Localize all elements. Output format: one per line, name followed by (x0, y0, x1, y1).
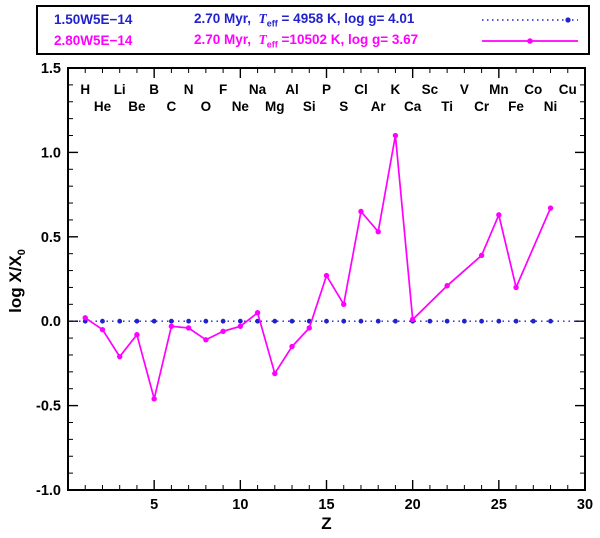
axis-ticks (68, 67, 586, 491)
legend-sample-solid (482, 37, 578, 44)
element-label-P: P (322, 82, 331, 97)
element-label-C: C (167, 99, 177, 114)
series-magenta (82, 132, 554, 402)
element-label-Mg: Mg (265, 99, 285, 114)
svg-text:0.0: 0.0 (41, 314, 61, 330)
element-label-Cu: Cu (559, 82, 577, 97)
tick-labels: 5 10 15 20 25 30 -1.0 -0.5 0.0 0.5 1.0 1.5 (36, 61, 593, 513)
legend-params-blue: = 4958 K, log g= 4.01 (277, 10, 415, 26)
teff-subscript-blue: eff (266, 18, 278, 29)
element-label-Ti: Ti (441, 99, 453, 114)
legend-marker-magenta (527, 37, 533, 44)
element-label-Cl: Cl (354, 82, 368, 97)
element-label-Be: Be (128, 99, 146, 114)
svg-text:20: 20 (405, 497, 421, 513)
element-label-Sc: Sc (422, 82, 439, 97)
svg-text:1.5: 1.5 (41, 61, 61, 77)
teff-symbol-blue: T (258, 10, 267, 26)
element-label-Ca: Ca (404, 99, 422, 114)
svg-text:1.0: 1.0 (41, 145, 61, 161)
legend-series-info-blue: 2.70 Myr, Teff = 4958 K, log g= 4.01 (194, 11, 480, 29)
element-label-He: He (94, 99, 112, 114)
svg-text:-0.5: -0.5 (36, 399, 61, 415)
svg-text:15: 15 (318, 497, 334, 513)
element-label-K: K (391, 82, 401, 97)
teff-symbol-magenta: T (258, 31, 267, 47)
legend-row-magenta: 2.80W5E−14 2.70 Myr, Teff =10502 K, log … (54, 30, 580, 51)
legend-box: 1.50W5E−14 2.70 Myr, Teff = 4958 K, log … (36, 5, 590, 55)
legend-series-id-magenta: 2.80W5E−14 (54, 33, 133, 48)
element-label-Na: Na (249, 82, 267, 97)
element-label-Si: Si (303, 99, 316, 114)
element-label-S: S (339, 99, 348, 114)
legend-series-id-blue: 1.50W5E−14 (54, 12, 133, 27)
element-label-Cr: Cr (474, 99, 490, 114)
legend-params-magenta: =10502 K, log g= 3.67 (277, 31, 419, 47)
element-label-Al: Al (285, 82, 299, 97)
element-label-Ni: Ni (544, 99, 558, 114)
svg-text:30: 30 (577, 497, 593, 513)
element-label-Ar: Ar (371, 99, 387, 114)
y-axis-title: log X/X0 (6, 249, 28, 313)
element-label-Fe: Fe (508, 99, 524, 114)
element-label-N: N (184, 82, 194, 97)
element-label-Mn: Mn (489, 82, 509, 97)
teff-subscript-magenta: eff (266, 39, 278, 50)
element-label-F: F (219, 82, 227, 97)
y-axis-title-main: log X/X (5, 255, 25, 313)
series-blue (68, 318, 585, 324)
legend-row-blue: 1.50W5E−14 2.70 Myr, Teff = 4958 K, log … (54, 9, 580, 30)
x-axis-title: Z (321, 514, 332, 533)
svg-text:25: 25 (491, 497, 507, 513)
svg-text:10: 10 (232, 497, 248, 513)
svg-text:0.5: 0.5 (41, 230, 61, 246)
legend-series-info-magenta: 2.70 Myr, Teff =10502 K, log g= 3.67 (194, 32, 480, 50)
legend-age-magenta: 2.70 Myr, (194, 31, 259, 47)
element-label-Co: Co (524, 82, 542, 97)
svg-text:-1.0: -1.0 (36, 483, 61, 499)
svg-text:5: 5 (150, 497, 158, 513)
element-label-V: V (460, 82, 469, 97)
legend-sample-dotted (482, 16, 578, 23)
element-label-H: H (80, 82, 90, 97)
element-label-B: B (149, 82, 159, 97)
legend-age-blue: 2.70 Myr, (194, 10, 259, 26)
plot-frame (67, 67, 586, 491)
legend-marker-blue (565, 16, 571, 23)
element-label-Ne: Ne (232, 99, 250, 114)
element-label-Li: Li (114, 82, 126, 97)
element-label-O: O (201, 99, 212, 114)
y-axis-title-subscript: 0 (16, 249, 29, 256)
